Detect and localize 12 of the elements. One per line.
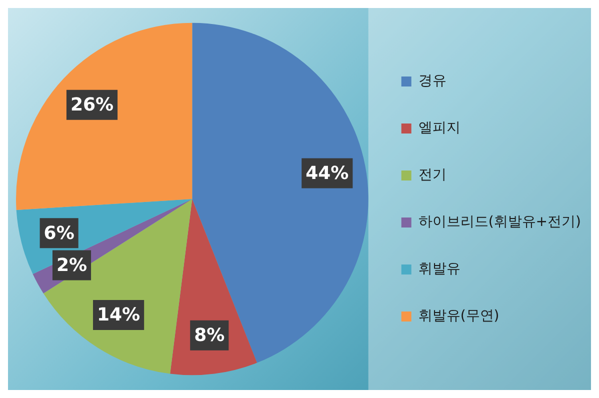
data-label: 14% [96, 304, 140, 326]
legend-label: 엘피지 [418, 120, 460, 136]
data-label: 44% [306, 162, 349, 184]
data-label: 8% [194, 325, 225, 346]
data-label: 26% [70, 94, 114, 116]
legend-label: 전기 [418, 167, 446, 184]
legend-label: 하이브리드(휘발유+전기) [418, 214, 581, 230]
legend-label: 휘발유 [418, 261, 460, 278]
data-label: 6% [44, 222, 74, 244]
legend-label: 경유 [418, 73, 446, 90]
legend-label: 휘발유(무연) [418, 308, 500, 324]
data-label: 2% [56, 254, 88, 276]
